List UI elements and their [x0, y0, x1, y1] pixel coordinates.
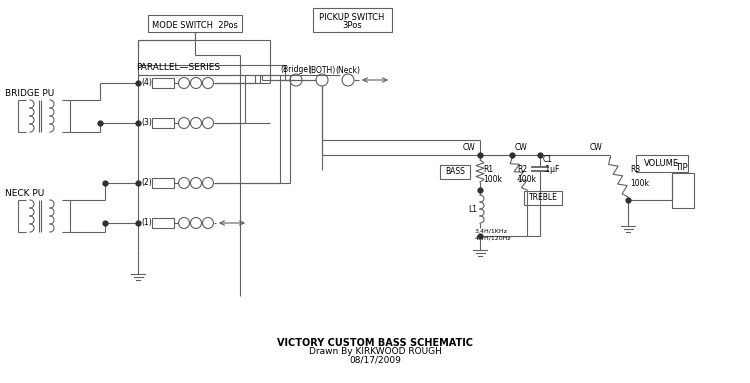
Bar	[636, 155, 688, 172]
Text: (Bridge): (Bridge)	[280, 65, 311, 75]
Text: (4): (4)	[141, 79, 152, 87]
Text: VOLUME: VOLUME	[644, 159, 680, 169]
Bar	[152, 218, 174, 228]
Text: 100k: 100k	[483, 175, 502, 185]
Text: PICKUP SWITCH: PICKUP SWITCH	[320, 13, 385, 21]
Bar	[148, 15, 242, 32]
Bar	[152, 118, 174, 128]
Text: NECK PU: NECK PU	[5, 188, 44, 198]
Text: R3: R3	[630, 165, 640, 175]
Text: .1μF: .1μF	[543, 165, 560, 173]
Text: Drawn By KIRKWOOD ROUGH: Drawn By KIRKWOOD ROUGH	[308, 347, 442, 357]
Bar	[524, 191, 562, 205]
Text: 100k: 100k	[517, 175, 536, 185]
Text: PARALLEL—SERIES: PARALLEL—SERIES	[136, 64, 220, 72]
Text: BRIDGE PU: BRIDGE PU	[5, 88, 54, 98]
Text: (Neck): (Neck)	[335, 65, 361, 75]
Text: MODE SWITCH  2Pos: MODE SWITCH 2Pos	[152, 21, 238, 29]
Text: CW: CW	[590, 142, 602, 152]
Text: CW: CW	[515, 142, 528, 152]
Text: CW: CW	[462, 142, 475, 152]
Text: R1: R1	[483, 165, 494, 175]
Text: 4.4H/120Hz: 4.4H/120Hz	[475, 236, 512, 241]
Text: (1): (1)	[141, 218, 152, 228]
Bar	[152, 78, 174, 88]
Text: 100k: 100k	[630, 178, 649, 188]
Text: (2): (2)	[141, 178, 152, 188]
Text: VICTORY CUSTOM BASS SCHEMATIC: VICTORY CUSTOM BASS SCHEMATIC	[277, 338, 473, 348]
Text: (BOTH): (BOTH)	[308, 65, 336, 75]
Bar	[152, 178, 174, 188]
Text: BASS: BASS	[445, 167, 465, 177]
Text: 08/17/2009: 08/17/2009	[349, 355, 401, 365]
Bar	[313, 8, 392, 32]
Text: TREBLE: TREBLE	[529, 193, 557, 203]
Text: L1: L1	[468, 206, 477, 214]
Text: (3): (3)	[141, 118, 152, 128]
Text: TIP: TIP	[675, 162, 688, 172]
Text: 3Pos: 3Pos	[342, 21, 362, 29]
Bar	[672, 173, 694, 208]
Bar	[440, 165, 470, 179]
Text: C1: C1	[543, 155, 553, 165]
Text: 3.4H/1KHz: 3.4H/1KHz	[475, 229, 508, 234]
Text: R2: R2	[517, 165, 527, 175]
